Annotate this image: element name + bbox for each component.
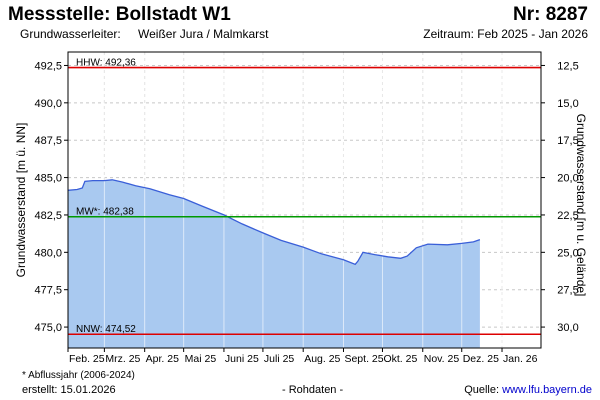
plot-frame [67,51,542,349]
y2-tick-label: 12,5 [557,60,578,72]
source-link[interactable]: www.lfu.bayern.de [502,384,592,396]
x-tick-label: Aug. 25 [304,353,340,365]
x-tick-label: Sept. 25 [344,353,383,365]
y2-tick-label: 22,5 [557,210,578,222]
x-tick-label: Jan. 26 [503,353,538,365]
x-tick-label: Juli 25 [264,353,295,365]
y2-tick-label: 15,0 [557,98,578,110]
y-tick-label: 475,0 [34,322,62,334]
x-tick-label: Apr. 25 [146,353,179,365]
y-tick-label: 485,0 [34,173,62,185]
x-tick-label: Nov. 25 [424,353,460,365]
y-tick-label: 490,0 [34,98,62,110]
ref-label-nnw: NNW: 474,52 [76,324,136,335]
x-tick-label: Feb. 25 [69,353,105,365]
y-tick-label: 477,5 [34,285,62,297]
source: Quelle: www.lfu.bayern.de [464,384,592,396]
x-tick-label: Okt. 25 [383,353,417,365]
y-tick-label: 482,5 [34,210,62,222]
created-date: erstellt: 15.01.2026 [22,384,116,396]
x-tick-label: Dez. 25 [463,353,499,365]
y-tick-label: 487,5 [34,135,62,147]
y2-tick-label: 25,0 [557,247,578,259]
rawdata-label: - Rohdaten - [282,384,344,396]
y2-tick-label: 30,0 [557,322,578,334]
series-area [68,179,480,348]
y-tick-label: 492,5 [34,60,62,72]
y2-tick-label: 27,5 [557,285,578,297]
y2-axis-label: Grundwasserstand [m u. Gelände] [574,114,588,297]
y2-tick-label: 17,5 [557,135,578,147]
x-tick-label: Juni 25 [225,353,259,365]
y-tick-label: 480,0 [34,247,62,259]
source-label: Quelle: [464,384,503,396]
series-line [67,179,481,266]
ref-label-mw: MW*: 482,38 [76,207,134,218]
station-number: Nr: 8287 [513,4,588,25]
aquifer-value: Weißer Jura / Malmkarst [138,27,269,41]
footnote: * Abflussjahr (2006-2024) [22,370,135,381]
y-axis-label: Grundwasserstand [m ü. NN] [14,123,28,278]
period-label: Zeitraum: Feb 2025 - Jan 2026 [423,27,588,41]
ref-label-hhw: HHW: 492,36 [76,58,136,69]
x-tick-label: Mai 25 [185,353,217,365]
aquifer-label: Grundwasserleiter: [20,27,121,41]
x-tick-label: Mrz. 25 [105,353,140,365]
y2-tick-label: 20,0 [557,173,578,185]
page-title: Messstelle: Bollstadt W1 [8,4,231,25]
